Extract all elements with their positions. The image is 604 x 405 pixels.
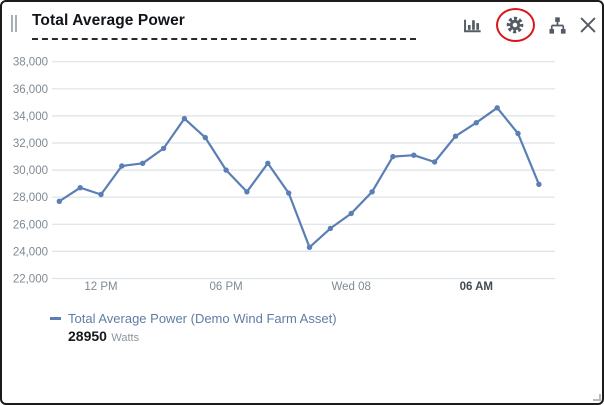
y-axis-label: 32,000 <box>13 138 48 150</box>
x-axis-label: Wed 08 <box>331 281 370 293</box>
x-axis-label: 12 PM <box>84 281 117 293</box>
y-axis-label: 24,000 <box>13 246 48 258</box>
y-axis-label: 34,000 <box>13 111 48 123</box>
data-point-marker <box>223 167 229 173</box>
bar-chart-icon[interactable] <box>460 13 484 37</box>
data-point-marker <box>494 105 500 111</box>
data-point-marker <box>348 210 354 217</box>
data-point-marker <box>265 160 271 166</box>
drag-handle[interactable] <box>11 15 17 32</box>
gear-icon[interactable] <box>503 13 527 37</box>
data-point-marker <box>327 225 334 232</box>
legend-latest-value: 28950 <box>68 328 107 344</box>
data-point-marker <box>77 185 83 191</box>
data-point-marker <box>56 198 62 204</box>
data-point-marker <box>515 130 521 137</box>
close-icon[interactable] <box>576 13 600 37</box>
data-point-marker <box>452 133 459 139</box>
data-point-marker <box>431 159 438 165</box>
series-line <box>58 106 541 249</box>
hierarchy-icon[interactable] <box>545 13 569 37</box>
x-axis-label: 06 PM <box>209 281 242 293</box>
data-point-marker <box>140 160 146 166</box>
data-point-marker <box>306 244 313 250</box>
y-axis-label: 26,000 <box>13 219 48 231</box>
title-edit-underline <box>32 38 416 40</box>
data-point-marker <box>390 153 396 160</box>
legend-series-label: Total Average Power (Demo Wind Farm Asse… <box>68 311 337 326</box>
y-axis-label: 30,000 <box>13 165 48 177</box>
data-point-marker <box>181 115 188 122</box>
data-point-marker <box>160 145 167 152</box>
legend-unit: Watts <box>111 332 140 344</box>
data-point-marker <box>98 191 104 198</box>
data-point-marker <box>473 120 479 126</box>
x-axis-label: 06 AM <box>460 281 493 293</box>
data-point-marker <box>411 152 417 158</box>
data-point-marker <box>536 181 542 187</box>
y-axis-label: 28,000 <box>13 192 48 204</box>
y-axis-label: 38,000 <box>13 57 48 69</box>
y-axis-label: 22,000 <box>13 274 48 286</box>
data-point-marker <box>119 163 125 169</box>
line-chart[interactable]: 22,000 24,000 26,000 28,000 30,000 32,000 34,0… <box>2 50 604 302</box>
data-point-marker <box>286 190 292 196</box>
widget-title[interactable]: Total Average Power <box>32 12 185 29</box>
y-axis-label: 36,000 <box>13 84 48 96</box>
data-point-marker <box>369 189 375 195</box>
legend: Total Average Power (Demo Wind Farm Asse… <box>50 310 337 346</box>
resize-handle[interactable] <box>593 394 601 401</box>
data-point-marker <box>202 134 208 141</box>
legend-line-swatch <box>50 317 61 320</box>
data-point-marker <box>244 189 250 195</box>
